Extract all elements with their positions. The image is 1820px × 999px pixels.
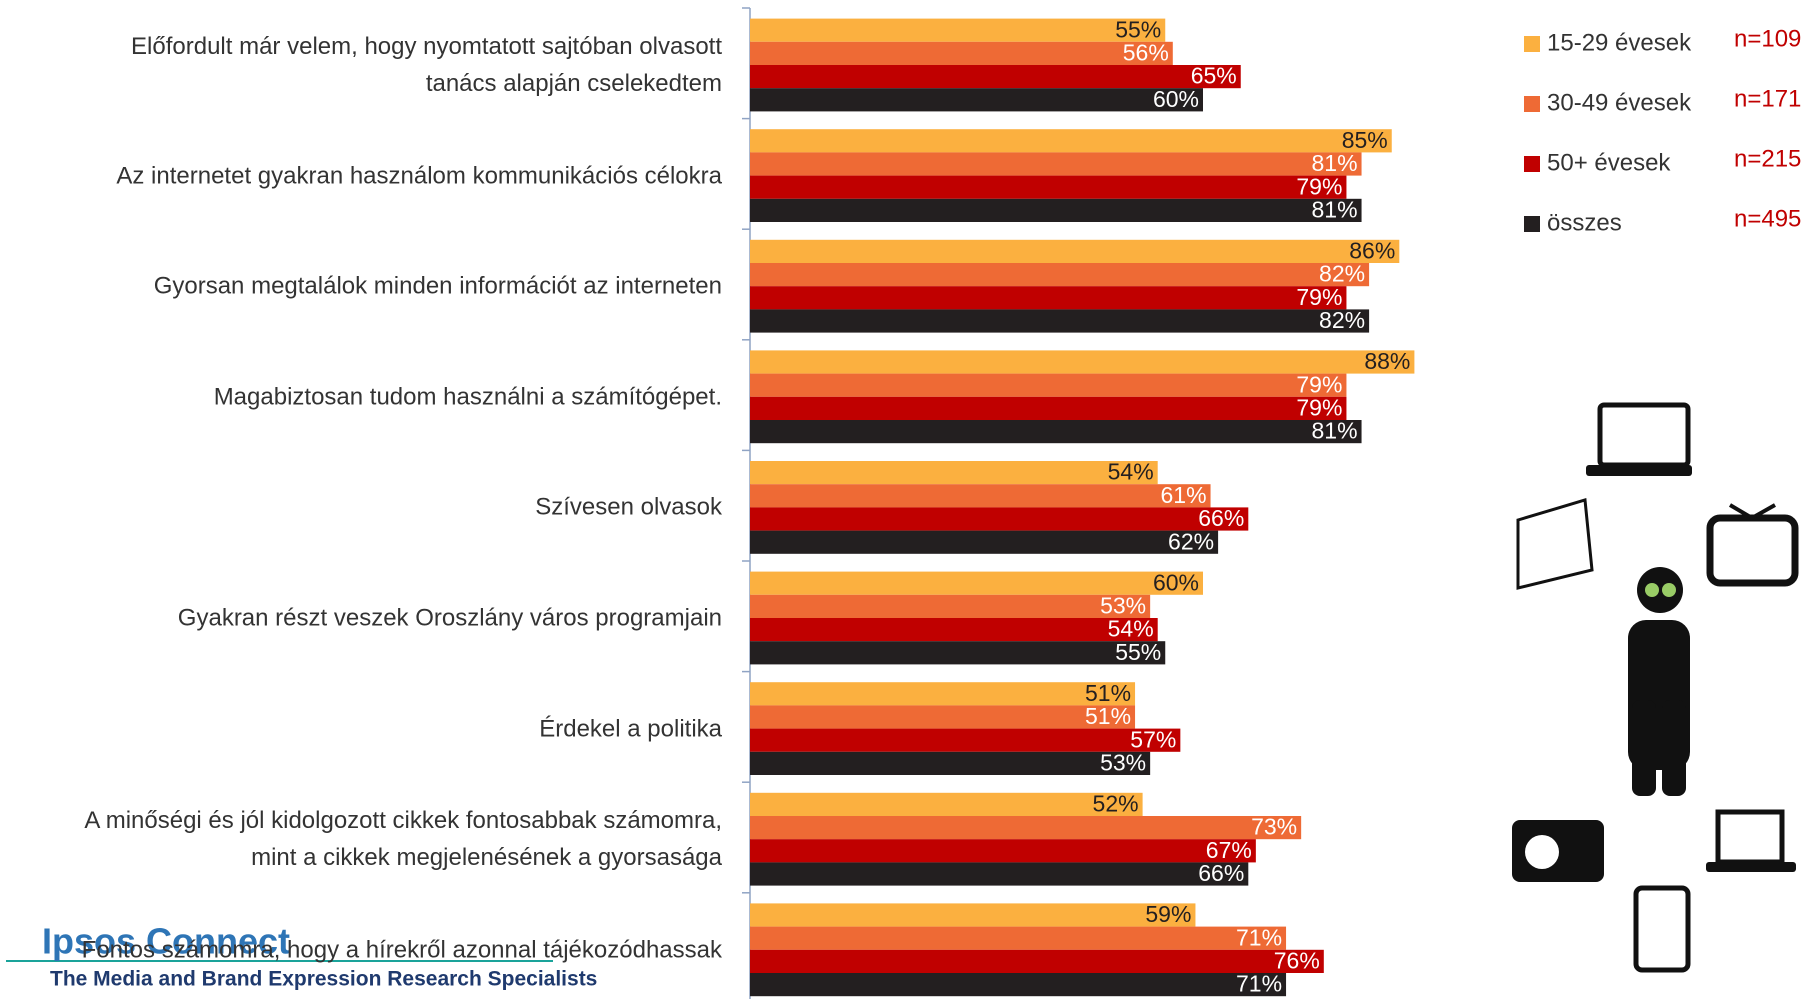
- bar: [750, 949, 1324, 973]
- legend-n: n=495: [1734, 205, 1801, 232]
- value-label: 54%: [1108, 459, 1154, 485]
- bar: [750, 641, 1166, 665]
- bar: [750, 484, 1211, 508]
- value-label: 88%: [1364, 348, 1410, 374]
- value-label: 66%: [1198, 505, 1244, 531]
- legend-label: 15-29 évesek: [1547, 29, 1692, 56]
- legend-n: n=215: [1734, 145, 1801, 172]
- value-label: 79%: [1296, 394, 1342, 420]
- bar: [750, 152, 1362, 176]
- category-label: Gyorsan megtalálok minden információt az…: [153, 272, 722, 300]
- value-label: 82%: [1319, 307, 1365, 333]
- bar: [750, 286, 1347, 310]
- category-label: A minőségi és jól kidolgozott cikkek fon…: [84, 807, 722, 872]
- bar: [750, 461, 1158, 485]
- value-label: 73%: [1251, 814, 1297, 840]
- legend-label: 50+ évesek: [1547, 149, 1671, 176]
- bar: [750, 350, 1415, 374]
- legend-label: 30-49 évesek: [1547, 89, 1692, 116]
- value-label: 85%: [1342, 127, 1388, 153]
- value-label: 67%: [1206, 837, 1252, 863]
- bar: [750, 175, 1347, 199]
- category-label: Előfordult már velem, hogy nyomtatott sa…: [131, 33, 722, 97]
- bar: [750, 862, 1249, 886]
- bar: [750, 373, 1347, 397]
- legend-swatch: [1524, 96, 1540, 112]
- bar: [750, 88, 1203, 112]
- legend-swatch: [1524, 216, 1540, 232]
- value-label: 71%: [1236, 924, 1282, 950]
- category-label: Érdekel a politika: [539, 715, 722, 743]
- bar: [750, 129, 1392, 153]
- category-label: Magabiztosan tudom használni a számítógé…: [213, 383, 722, 411]
- bar: [750, 198, 1362, 222]
- legend-label: összes: [1547, 209, 1622, 236]
- value-label: 54%: [1108, 616, 1154, 642]
- value-label: 65%: [1191, 63, 1237, 89]
- bar: [750, 239, 1400, 263]
- bar: [750, 682, 1136, 706]
- value-label: 79%: [1296, 284, 1342, 310]
- value-label: 86%: [1349, 237, 1395, 263]
- category-label: Gyakran részt veszek Oroszlány város pro…: [177, 604, 722, 632]
- value-label: 52%: [1093, 790, 1139, 816]
- value-label: 81%: [1312, 196, 1358, 222]
- bar: [750, 792, 1143, 816]
- value-label: 66%: [1198, 860, 1244, 886]
- bar: [750, 839, 1256, 863]
- value-label: 62%: [1168, 528, 1214, 554]
- category-label: Az internetet gyakran használom kommunik…: [116, 162, 722, 190]
- media-icons: [1512, 402, 1799, 973]
- bar: [750, 41, 1173, 65]
- category-label: Fontos számomra, hogy a hírekről azonnal…: [81, 936, 722, 964]
- legend-swatch: [1524, 36, 1540, 52]
- bar: [750, 18, 1166, 42]
- value-label: 56%: [1123, 39, 1169, 65]
- value-label: 55%: [1115, 639, 1161, 665]
- value-label: 55%: [1115, 16, 1161, 42]
- bar: [750, 973, 1287, 997]
- value-label: 53%: [1100, 749, 1146, 775]
- legend-swatch: [1524, 156, 1540, 172]
- value-label: 81%: [1312, 150, 1358, 176]
- value-label: 53%: [1100, 592, 1146, 618]
- logo-subtitle: The Media and Brand Expression Research …: [50, 968, 597, 991]
- value-label: 60%: [1153, 569, 1199, 595]
- value-label: 76%: [1274, 947, 1320, 973]
- bar: [750, 926, 1287, 950]
- legend-n: n=171: [1734, 85, 1801, 112]
- bar: [750, 903, 1196, 927]
- bar: [750, 530, 1219, 554]
- bar: [750, 263, 1370, 287]
- bar: [750, 571, 1203, 595]
- logo-title: Ipsos Connect: [42, 921, 290, 962]
- bar: [750, 594, 1151, 618]
- bar: [750, 705, 1136, 729]
- value-label: 61%: [1161, 482, 1207, 508]
- value-label: 82%: [1319, 261, 1365, 287]
- legend-n: n=109: [1734, 25, 1801, 52]
- bar: [750, 751, 1151, 775]
- value-label: 60%: [1153, 86, 1199, 112]
- value-label: 51%: [1085, 703, 1131, 729]
- bar: [750, 420, 1362, 444]
- bar: [750, 816, 1302, 840]
- value-label: 81%: [1312, 418, 1358, 444]
- value-label: 79%: [1296, 371, 1342, 397]
- value-label: 51%: [1085, 680, 1131, 706]
- value-label: 79%: [1296, 173, 1342, 199]
- bar: [750, 65, 1241, 89]
- bar: [750, 618, 1158, 642]
- value-label: 71%: [1236, 971, 1282, 997]
- value-label: 57%: [1130, 726, 1176, 752]
- bar: [750, 728, 1181, 752]
- bar: [750, 507, 1249, 531]
- category-label: Szívesen olvasok: [535, 493, 722, 521]
- value-label: 59%: [1145, 901, 1191, 927]
- bar: [750, 309, 1370, 333]
- bar: [750, 396, 1347, 420]
